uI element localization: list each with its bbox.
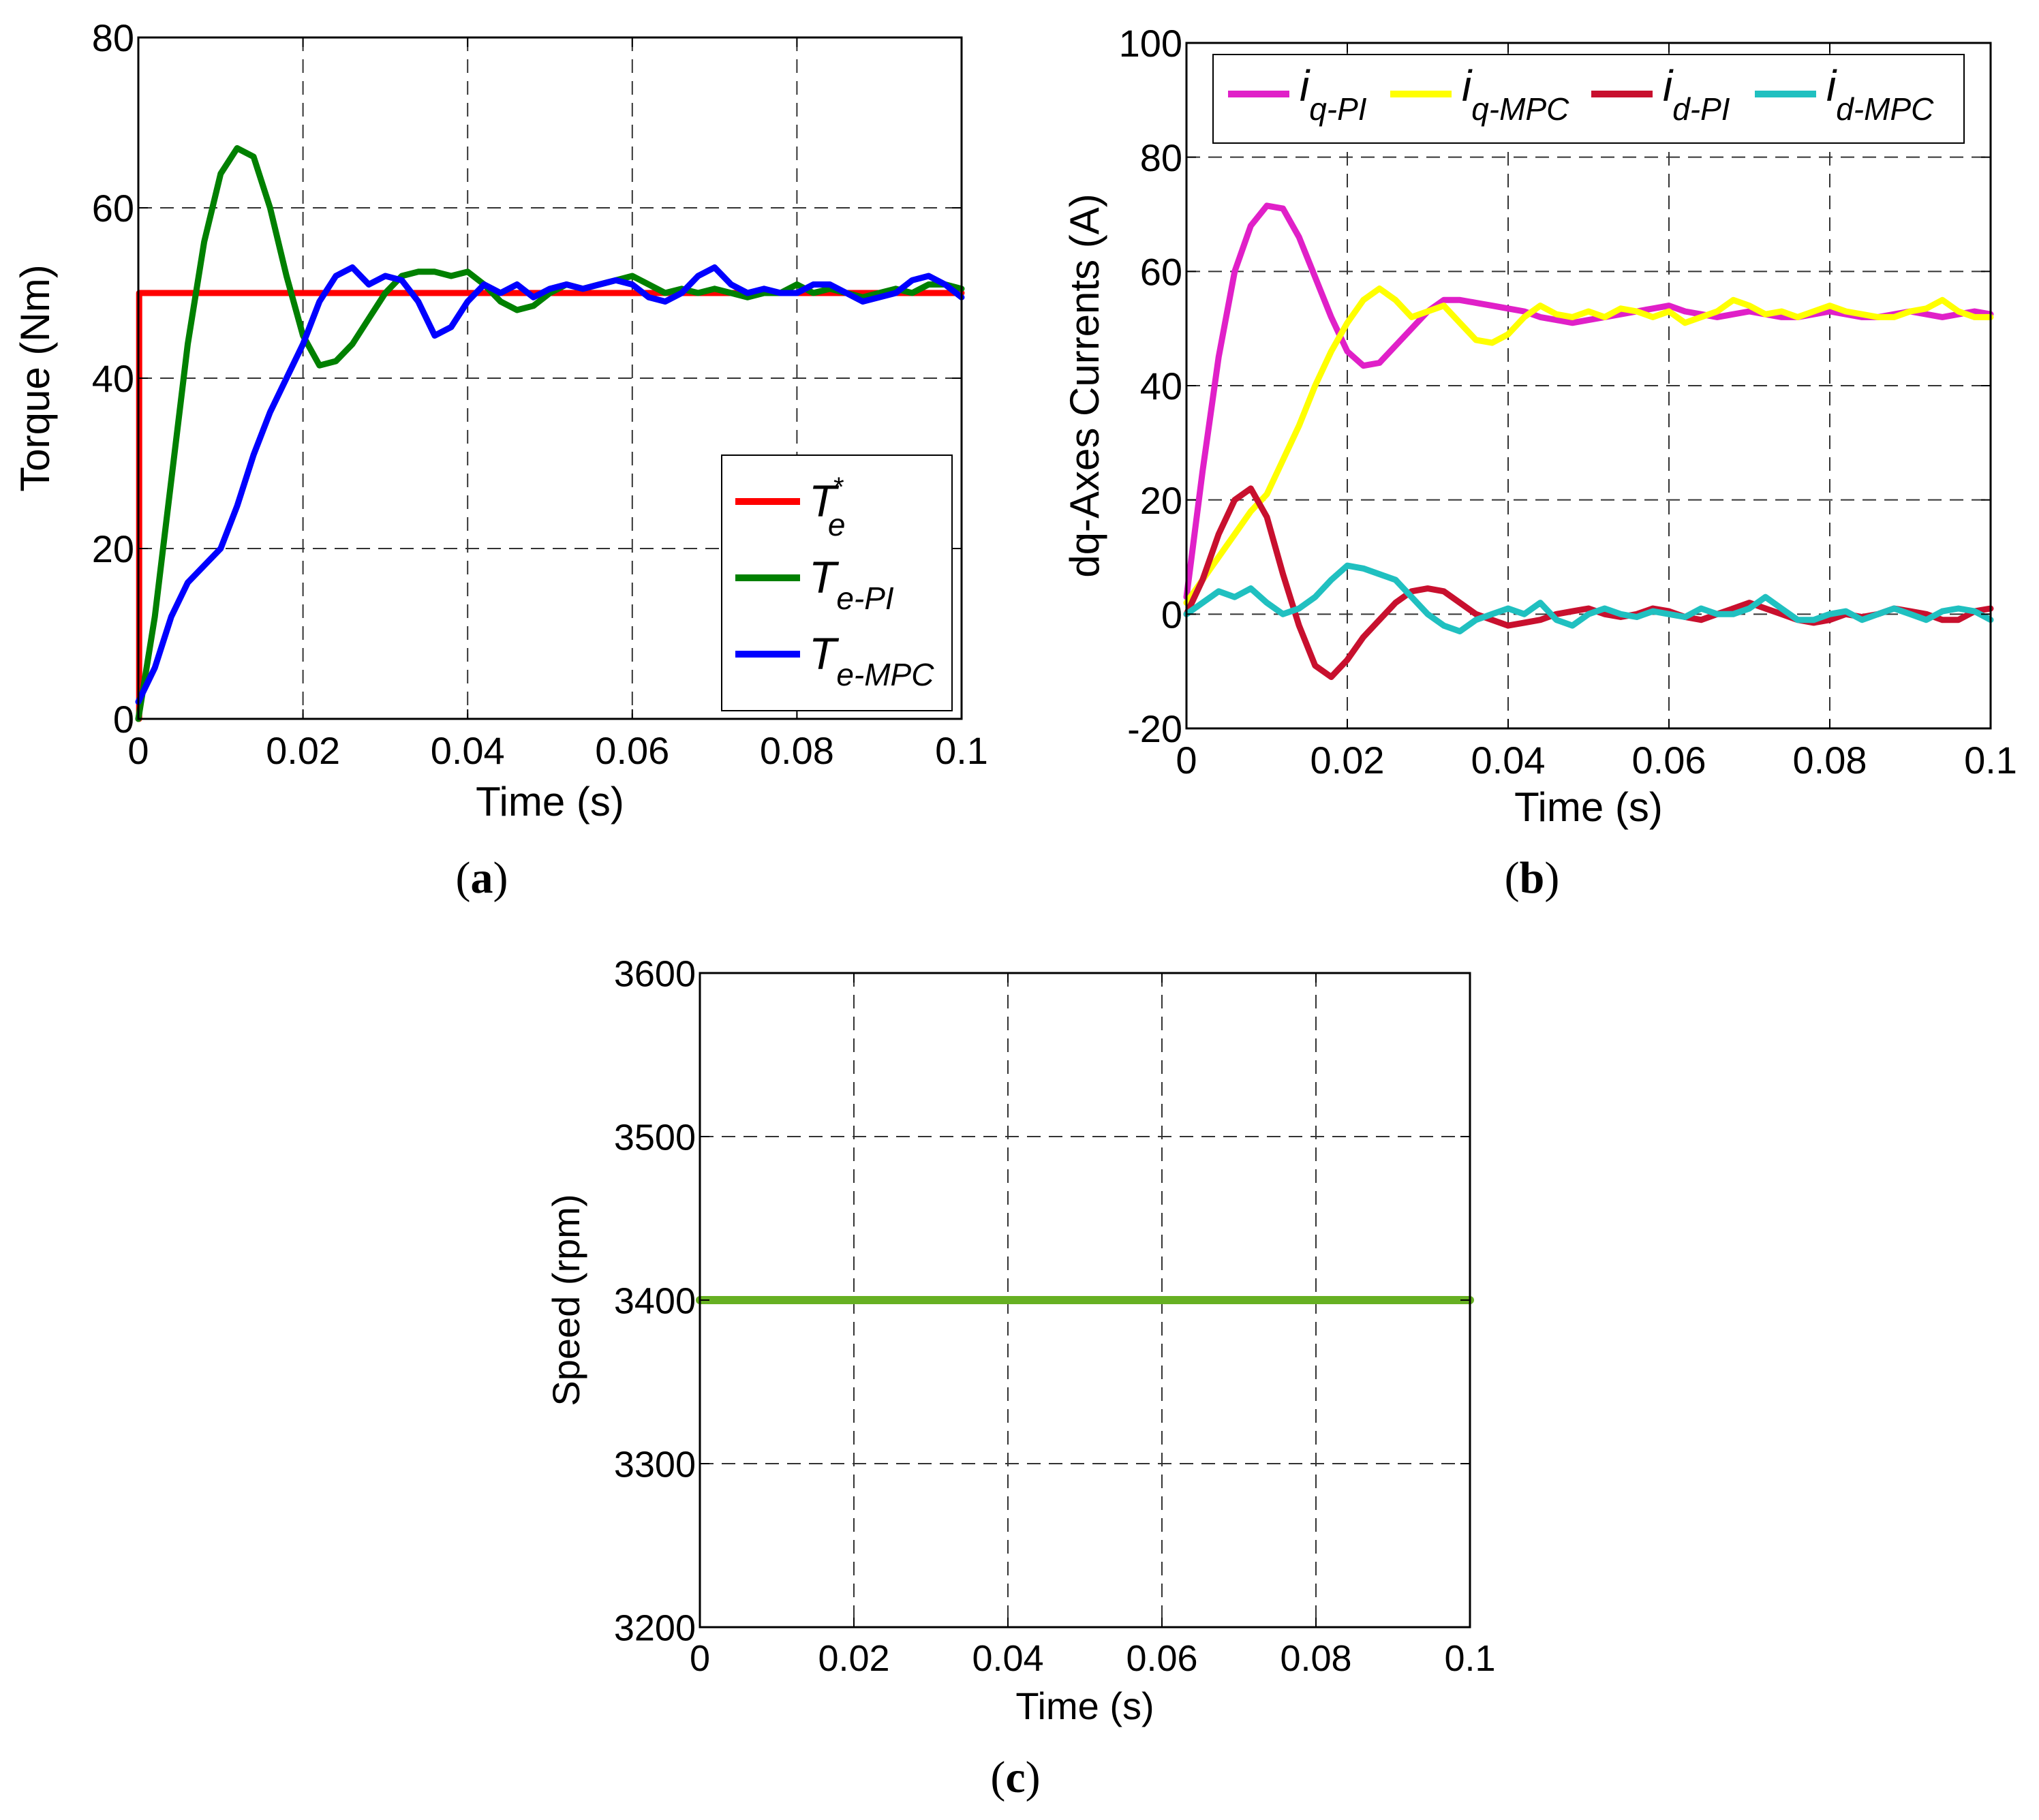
x-tick-label: 0.04 bbox=[431, 729, 505, 772]
y-tick-label: 0 bbox=[113, 698, 134, 741]
y-tick-label: 40 bbox=[92, 357, 134, 400]
x-tick-label: 0.04 bbox=[972, 1638, 1043, 1679]
x-axis-label: Time (s) bbox=[1015, 1684, 1154, 1727]
panel-c-speed-chart: 0 0.02 0.04 0.06 0.08 0.1 3200 3300 3400 3500 3600… bbox=[545, 953, 1496, 1802]
x-tick-label: 0.1 bbox=[1444, 1638, 1495, 1679]
x-axis-label: Time (s) bbox=[476, 779, 624, 824]
y-tick-label: 3200 bbox=[614, 1607, 696, 1648]
y-tick-label: -20 bbox=[1127, 707, 1182, 750]
x-tick-label: 0 bbox=[127, 729, 149, 772]
x-tick-label: 0.1 bbox=[1964, 739, 2017, 782]
y-tick-label: 3400 bbox=[614, 1280, 696, 1321]
y-axis-label: dq-Axes Currents (A) bbox=[1062, 194, 1107, 578]
series-line-id-mpc bbox=[1183, 562, 1994, 634]
legend-label: Te-PI bbox=[809, 552, 894, 616]
y-tick-label: 3300 bbox=[614, 1444, 696, 1485]
y-tick-label: 80 bbox=[92, 16, 134, 59]
legend-box bbox=[1212, 54, 1965, 144]
y-tick-label: 20 bbox=[1140, 479, 1182, 522]
y-tick-label: 0 bbox=[1161, 593, 1182, 636]
y-tick-label: 3600 bbox=[614, 953, 696, 994]
x-tick-label: 0.08 bbox=[1793, 739, 1867, 782]
series-line-te-pi bbox=[135, 145, 965, 722]
x-tick-label: 0.08 bbox=[1280, 1638, 1351, 1679]
panel-b-currents-chart: 0 0.02 0.04 0.06 0.08 0.1-20020406080100Time … bbox=[1062, 22, 2017, 903]
y-tick-label: 3500 bbox=[614, 1117, 696, 1158]
y-tick-label: 60 bbox=[92, 187, 134, 230]
legend: T* e Te-PI Te-MPC bbox=[721, 454, 953, 711]
y-tick-label: 20 bbox=[92, 527, 134, 570]
x-tick-label: 0 bbox=[1176, 739, 1197, 782]
legend-label: id-PI bbox=[1663, 61, 1730, 127]
x-tick-label: 0.06 bbox=[1126, 1638, 1197, 1679]
x-tick-label: 0.1 bbox=[935, 729, 988, 772]
panel-caption: (b) bbox=[1505, 853, 1560, 903]
legend-label: id-MPC bbox=[1826, 61, 1934, 127]
legend: iq-PI iq-MPC id-PI id-MPC bbox=[1212, 54, 1965, 144]
x-tick-label: 0 bbox=[690, 1638, 710, 1679]
y-tick-label: 100 bbox=[1119, 22, 1182, 65]
x-tick-label: 0.04 bbox=[1471, 739, 1546, 782]
legend-label: Te-MPC bbox=[809, 628, 934, 692]
x-axis-label: Time (s) bbox=[1514, 784, 1663, 830]
y-axis-label: Speed (rpm) bbox=[545, 1194, 587, 1406]
y-tick-label: 80 bbox=[1140, 136, 1182, 179]
series-line-te-mpc bbox=[135, 264, 965, 705]
legend-box bbox=[721, 454, 953, 711]
legend-label: iq-PI bbox=[1300, 61, 1367, 127]
x-tick-label: 0.08 bbox=[760, 729, 834, 772]
x-tick-label: 0.02 bbox=[818, 1638, 889, 1679]
x-tick-label: 0.06 bbox=[1632, 739, 1706, 782]
y-tick-label: 60 bbox=[1140, 250, 1182, 293]
panel-caption: (c) bbox=[990, 1753, 1040, 1802]
legend-label: T* e bbox=[809, 472, 846, 542]
series-line-iq-mpc bbox=[1183, 286, 1994, 606]
legend-label: iq-MPC bbox=[1462, 61, 1569, 127]
y-tick-label: 40 bbox=[1140, 365, 1182, 407]
x-tick-label: 0.06 bbox=[595, 729, 669, 772]
grid-lines bbox=[138, 37, 962, 719]
x-tick-label: 0.02 bbox=[1310, 739, 1385, 782]
y-axis-label: Torque (Nm) bbox=[12, 264, 58, 491]
panel-caption: (a) bbox=[456, 853, 508, 903]
panel-a-torque-chart: 0 0.02 0.04 0.06 0.08 0.1 0 20 40 60 80 Time (s) Tor… bbox=[12, 16, 988, 903]
x-tick-label: 0.02 bbox=[266, 729, 340, 772]
